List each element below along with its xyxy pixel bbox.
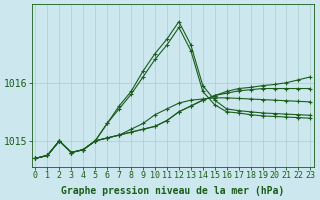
X-axis label: Graphe pression niveau de la mer (hPa): Graphe pression niveau de la mer (hPa) xyxy=(61,186,284,196)
